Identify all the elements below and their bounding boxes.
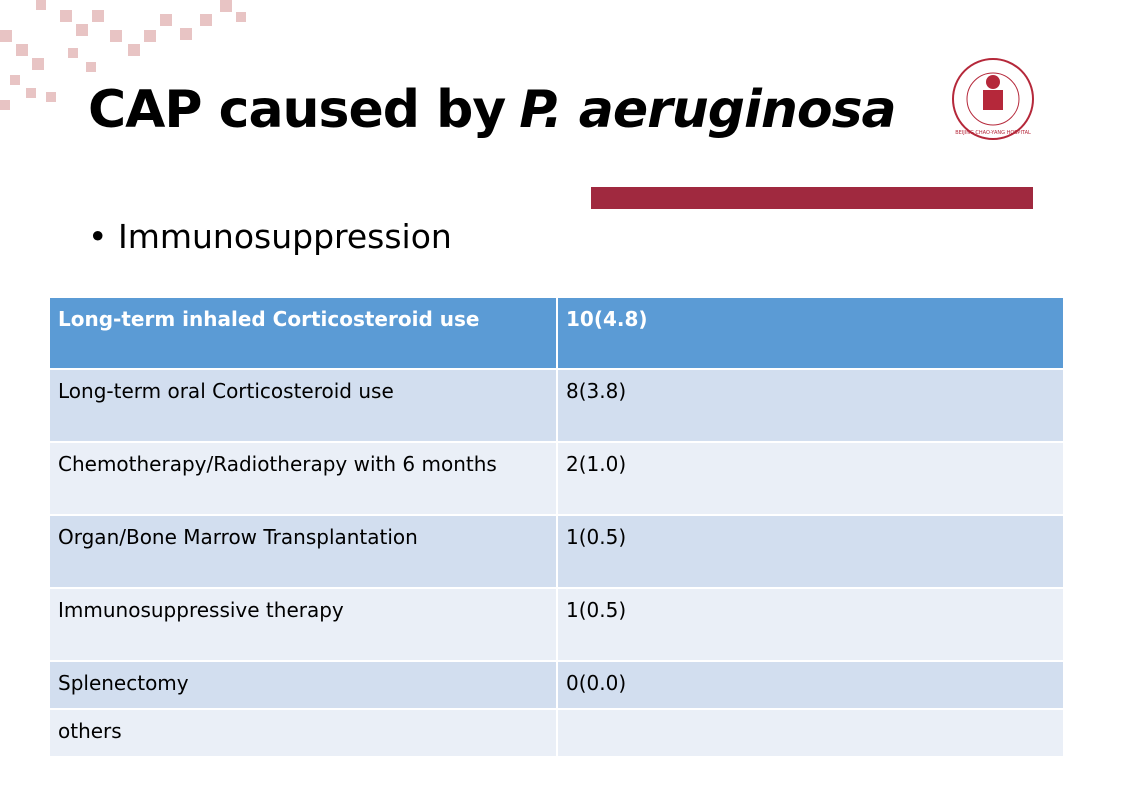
decoration [0, 0, 246, 110]
cell [557, 709, 1065, 758]
cell: Splenectomy [50, 661, 558, 710]
title-organism: P. aeruginosa [519, 80, 896, 140]
cell: Long-term inhaled Corticosteroid use [50, 298, 558, 370]
cell: Immunosuppressive therapy [50, 588, 558, 662]
table-row: Organ/Bone Marrow Transplantation 1(0.5) [50, 515, 1065, 589]
cell: 0(0.0) [557, 661, 1065, 710]
cell: others [50, 709, 558, 758]
title-text: CAP caused by [88, 80, 506, 140]
table-row: Splenectomy 0(0.0) [50, 661, 1065, 710]
table-row: Chemotherapy/Radiotherapy with 6 months 2… [50, 442, 1065, 516]
cell: Long-term oral Corticosteroid use [50, 369, 558, 443]
cell: 1(0.5) [557, 588, 1065, 662]
table-row: others [50, 709, 1065, 758]
table: Long-term inhaled Corticosteroid use 10(4… [50, 298, 1065, 758]
cell: 8(3.8) [557, 369, 1065, 443]
table-row: Long-term inhaled Corticosteroid use 10(4… [50, 298, 1065, 370]
cell: Organ/Bone Marrow Transplantation [50, 515, 558, 589]
slide-title: CAP caused by P. aeruginosa [88, 80, 897, 140]
table-row: Long-term oral Corticosteroid use 8(3.8) [50, 369, 1065, 443]
bullet: • Immunosuppression [88, 217, 452, 256]
cell: 2(1.0) [557, 442, 1065, 516]
cell: 1(0.5) [557, 515, 1065, 589]
logo: BEIJING CHAO-YANG HOSPITAL [952, 58, 1034, 140]
logo-text: BEIJING CHAO-YANG HOSPITAL [955, 130, 1031, 136]
table-row: Immunosuppressive therapy 1(0.5) [50, 588, 1065, 662]
accent-bar [591, 187, 1033, 209]
cell: Chemotherapy/Radiotherapy with 6 months [50, 442, 558, 516]
bullet-text: Immunosuppression [117, 217, 452, 256]
cell: 10(4.8) [557, 298, 1065, 370]
